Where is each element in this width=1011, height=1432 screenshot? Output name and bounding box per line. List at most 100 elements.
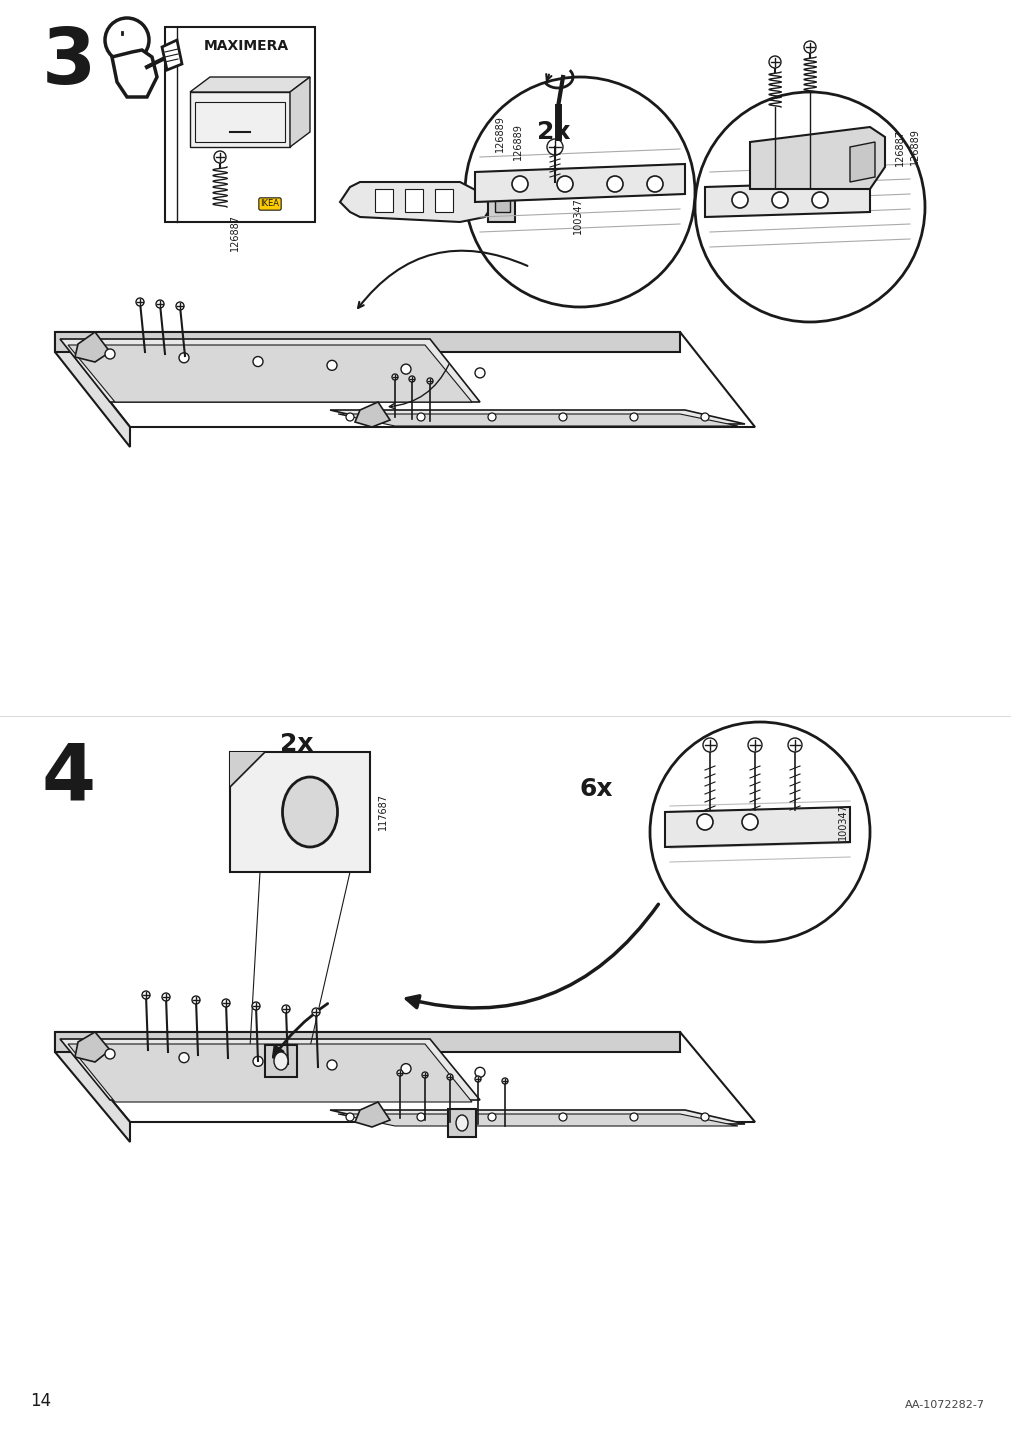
Polygon shape	[474, 165, 684, 202]
Polygon shape	[340, 182, 489, 222]
Polygon shape	[60, 339, 479, 402]
Text: 3: 3	[42, 24, 96, 100]
Circle shape	[105, 349, 115, 359]
Circle shape	[695, 92, 924, 322]
Circle shape	[474, 1067, 484, 1077]
Text: IKEA: IKEA	[260, 199, 279, 209]
Circle shape	[474, 368, 484, 378]
Circle shape	[558, 1113, 566, 1121]
Circle shape	[487, 1113, 495, 1121]
Text: 2x: 2x	[280, 732, 313, 756]
Polygon shape	[404, 189, 423, 212]
Circle shape	[447, 1074, 453, 1080]
Circle shape	[282, 1005, 290, 1012]
Circle shape	[179, 352, 189, 362]
Text: 126889: 126889	[494, 115, 504, 152]
Polygon shape	[338, 414, 737, 425]
Ellipse shape	[456, 1116, 467, 1131]
Circle shape	[512, 176, 528, 192]
Circle shape	[400, 364, 410, 374]
Polygon shape	[190, 92, 290, 147]
Circle shape	[487, 412, 495, 421]
Polygon shape	[487, 175, 515, 222]
Polygon shape	[165, 27, 314, 222]
Text: 100347: 100347	[572, 198, 582, 233]
Bar	[229, 752, 370, 872]
Polygon shape	[355, 402, 389, 427]
Circle shape	[703, 737, 716, 752]
Circle shape	[252, 1002, 260, 1010]
Circle shape	[327, 361, 337, 371]
Polygon shape	[435, 189, 453, 212]
Polygon shape	[55, 332, 754, 427]
Circle shape	[417, 412, 425, 421]
Bar	[494, 188, 510, 212]
Circle shape	[391, 374, 397, 379]
Circle shape	[630, 1113, 637, 1121]
Circle shape	[396, 1070, 402, 1075]
Circle shape	[556, 176, 572, 192]
Bar	[195, 102, 285, 142]
Circle shape	[142, 991, 150, 1000]
Ellipse shape	[274, 1053, 288, 1070]
Circle shape	[192, 997, 200, 1004]
Polygon shape	[330, 1110, 744, 1124]
Polygon shape	[375, 189, 392, 212]
Polygon shape	[75, 332, 110, 362]
Circle shape	[803, 42, 815, 53]
Polygon shape	[290, 77, 309, 147]
Text: 14: 14	[30, 1392, 52, 1411]
Text: 117687: 117687	[378, 793, 387, 831]
Bar	[448, 1108, 475, 1137]
Text: 126889: 126889	[513, 123, 523, 160]
Text: 6x: 6x	[579, 778, 613, 800]
Circle shape	[747, 737, 761, 752]
Polygon shape	[190, 77, 309, 92]
Polygon shape	[338, 1114, 737, 1126]
Polygon shape	[75, 1032, 110, 1063]
Polygon shape	[664, 808, 849, 846]
Circle shape	[408, 377, 415, 382]
Circle shape	[176, 302, 184, 309]
Ellipse shape	[282, 778, 337, 846]
Circle shape	[697, 813, 713, 831]
Circle shape	[105, 19, 149, 62]
Polygon shape	[355, 1103, 389, 1127]
Text: 2x: 2x	[537, 120, 570, 145]
Circle shape	[422, 1073, 428, 1078]
Circle shape	[701, 1113, 709, 1121]
Polygon shape	[749, 127, 885, 189]
Polygon shape	[229, 752, 265, 788]
Polygon shape	[55, 332, 129, 447]
Circle shape	[253, 357, 263, 367]
Bar	[265, 1045, 296, 1077]
Polygon shape	[55, 1032, 679, 1053]
Circle shape	[741, 813, 757, 831]
Circle shape	[179, 1053, 189, 1063]
Text: AA-1072282-7: AA-1072282-7	[904, 1400, 984, 1411]
Polygon shape	[849, 142, 875, 182]
Text: 126889: 126889	[909, 129, 919, 166]
Circle shape	[162, 992, 170, 1001]
Circle shape	[417, 1113, 425, 1121]
Circle shape	[464, 77, 695, 306]
Polygon shape	[705, 182, 869, 218]
Text: 126887: 126887	[894, 129, 904, 166]
Circle shape	[607, 176, 623, 192]
Text: 126887: 126887	[229, 213, 240, 251]
Text: 100347: 100347	[837, 803, 847, 841]
Polygon shape	[330, 410, 744, 424]
Circle shape	[221, 1000, 229, 1007]
Polygon shape	[55, 1032, 754, 1123]
Circle shape	[474, 1075, 480, 1083]
Circle shape	[630, 412, 637, 421]
Text: 4: 4	[42, 740, 96, 816]
Circle shape	[327, 1060, 337, 1070]
Polygon shape	[112, 50, 157, 97]
Circle shape	[346, 1113, 354, 1121]
Circle shape	[105, 1050, 115, 1060]
Polygon shape	[55, 332, 679, 352]
Polygon shape	[162, 40, 182, 70]
Circle shape	[731, 192, 747, 208]
Circle shape	[253, 1057, 263, 1067]
